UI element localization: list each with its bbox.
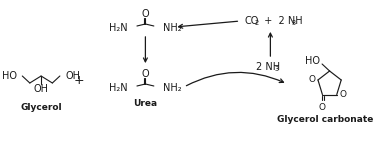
- Text: HO: HO: [305, 56, 320, 66]
- Text: Urea: Urea: [133, 100, 157, 108]
- Text: CO: CO: [244, 16, 258, 26]
- Text: NH₂: NH₂: [163, 83, 182, 93]
- Text: Glycerol: Glycerol: [20, 104, 62, 112]
- Text: O: O: [142, 9, 149, 19]
- Text: O: O: [308, 76, 315, 84]
- Text: 2: 2: [254, 20, 259, 26]
- Text: +  2 NH: + 2 NH: [258, 16, 303, 26]
- Text: O: O: [319, 103, 326, 111]
- Text: O: O: [142, 69, 149, 79]
- Text: OH: OH: [33, 84, 49, 94]
- Text: OH: OH: [65, 71, 81, 81]
- Text: Glycerol carbonate: Glycerol carbonate: [277, 114, 373, 124]
- Text: 2 NH: 2 NH: [256, 62, 280, 72]
- Text: 3: 3: [292, 20, 296, 26]
- Text: +: +: [73, 74, 84, 87]
- Text: H₂N: H₂N: [109, 23, 128, 33]
- Text: HO: HO: [2, 71, 17, 81]
- Text: O: O: [340, 90, 347, 99]
- Text: 3: 3: [274, 66, 278, 72]
- Text: H₂N: H₂N: [109, 83, 128, 93]
- Text: NH₂: NH₂: [163, 23, 182, 33]
